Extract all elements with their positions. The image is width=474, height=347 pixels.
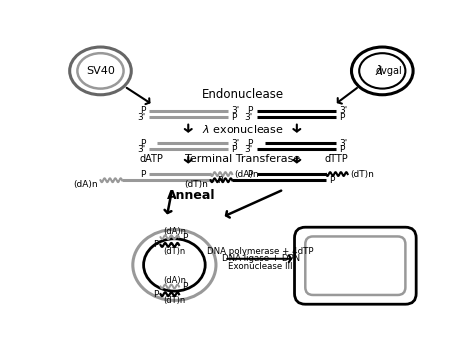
- Text: (dT)n: (dT)n: [184, 180, 208, 189]
- Text: $\lambda$ exonuclease: $\lambda$ exonuclease: [202, 122, 284, 135]
- Text: P: P: [218, 176, 223, 185]
- Text: P: P: [329, 176, 335, 185]
- Text: P: P: [231, 112, 237, 121]
- Text: dTTP: dTTP: [324, 154, 348, 164]
- Text: (dA)n: (dA)n: [163, 227, 186, 236]
- Text: P: P: [154, 240, 159, 249]
- Text: 3': 3': [339, 107, 347, 116]
- Text: dATP: dATP: [139, 154, 163, 164]
- Text: Anneal: Anneal: [167, 189, 216, 202]
- Text: 3': 3': [231, 139, 240, 148]
- Text: (dT)n: (dT)n: [163, 296, 185, 305]
- Text: P: P: [140, 107, 145, 116]
- Text: dvgal: dvgal: [375, 66, 402, 76]
- Text: (dT)n: (dT)n: [350, 170, 374, 179]
- Text: DNA polymerase + 4dTP: DNA polymerase + 4dTP: [208, 247, 314, 256]
- Text: 3': 3': [137, 145, 145, 154]
- Text: DNA ligase + DPN: DNA ligase + DPN: [221, 254, 300, 263]
- Text: P: P: [247, 170, 253, 179]
- Text: 3': 3': [245, 112, 253, 121]
- Text: SV40: SV40: [86, 66, 115, 76]
- Text: Terminal Transferase: Terminal Transferase: [185, 154, 301, 164]
- Text: P: P: [182, 233, 188, 242]
- Text: P: P: [182, 282, 188, 291]
- Text: Endonuclease: Endonuclease: [202, 87, 284, 101]
- Text: P: P: [247, 107, 253, 116]
- Text: Exonuclease III: Exonuclease III: [228, 262, 293, 271]
- Text: (dT)n: (dT)n: [163, 247, 185, 256]
- Text: P: P: [140, 139, 145, 148]
- Text: 3': 3': [339, 139, 347, 148]
- Text: P: P: [339, 112, 345, 121]
- Text: 3': 3': [137, 112, 145, 121]
- Text: (dA)n: (dA)n: [163, 276, 186, 285]
- Text: P: P: [231, 145, 237, 154]
- Text: P: P: [339, 145, 345, 154]
- Text: P: P: [140, 170, 145, 179]
- Text: $\lambda$: $\lambda$: [375, 64, 383, 78]
- Text: (dA)n: (dA)n: [73, 180, 97, 189]
- Text: P: P: [154, 290, 159, 299]
- Text: (dA)n: (dA)n: [235, 170, 259, 179]
- Text: 3': 3': [231, 107, 240, 116]
- Text: P: P: [247, 139, 253, 148]
- Text: 3': 3': [245, 145, 253, 154]
